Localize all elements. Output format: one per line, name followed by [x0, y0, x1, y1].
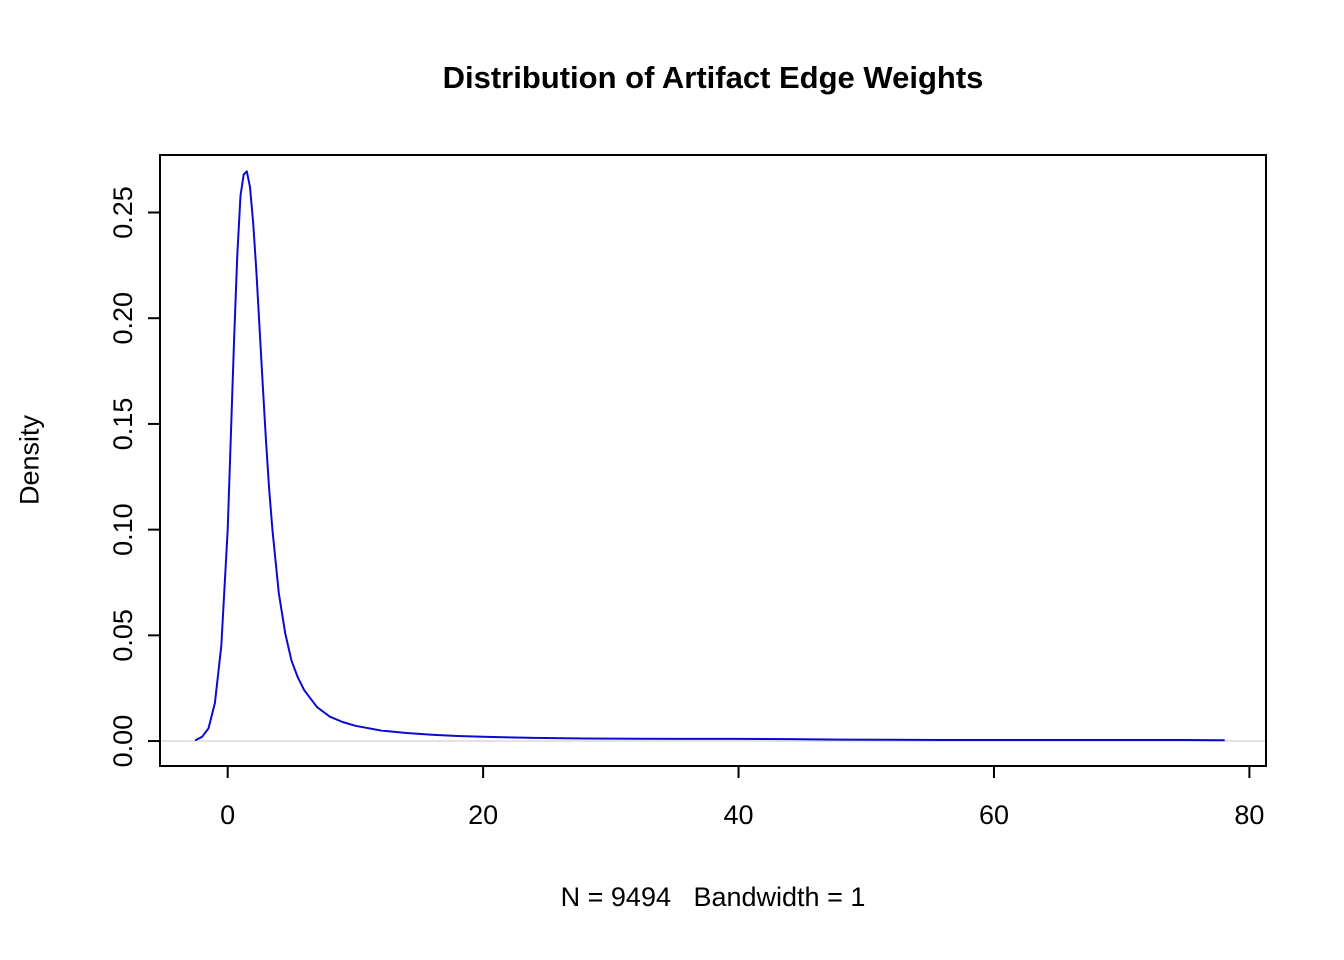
x-tick-label: 0: [220, 800, 235, 830]
x-tick-label: 80: [1234, 800, 1264, 830]
x-tick-label: 40: [724, 800, 754, 830]
chart-title: Distribution of Artifact Edge Weights: [442, 60, 984, 95]
y-tick-label: 0.10: [108, 503, 138, 556]
x-axis-label: N = 9494 Bandwidth = 1: [560, 882, 866, 912]
y-tick-label: 0.00: [108, 715, 138, 768]
plot-box: [159, 154, 1267, 767]
y-tick-label: 0.05: [108, 609, 138, 662]
y-tick-label: 0.25: [108, 186, 138, 239]
y-tick-label: 0.15: [108, 398, 138, 451]
x-tick-label: 60: [979, 800, 1009, 830]
x-tick-label: 20: [468, 800, 498, 830]
y-tick-label: 0.20: [108, 292, 138, 345]
density-curve: [194, 170, 1225, 742]
y-axis-label: Density: [14, 414, 45, 506]
